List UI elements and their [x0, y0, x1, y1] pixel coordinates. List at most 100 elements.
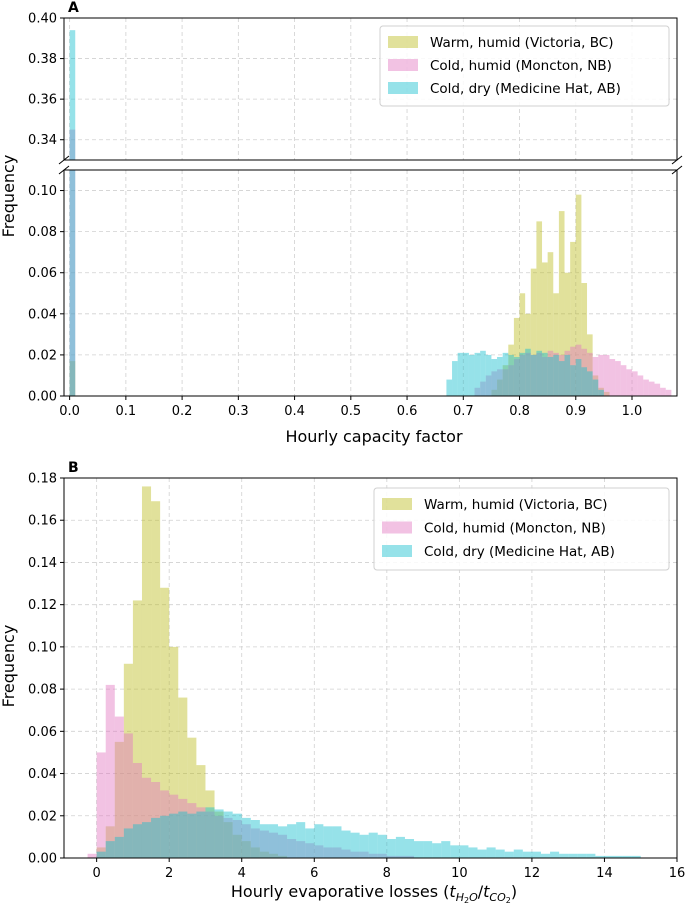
x-tick-label: 16 — [669, 866, 685, 881]
bar-b-1-33 — [386, 855, 396, 858]
bar-b-2-7 — [160, 815, 170, 858]
bar-b-1-9 — [169, 794, 179, 858]
bar-a-2-26 — [592, 379, 599, 396]
bar-a-1-8 — [519, 354, 526, 396]
panel-b-bars — [87, 486, 641, 858]
bar-a-1-4 — [497, 369, 503, 396]
bar-b-2-29 — [359, 834, 369, 858]
x-tick-label: 2 — [165, 866, 173, 881]
bar-a-1-22 — [598, 354, 604, 396]
bar-b-0-9 — [178, 697, 188, 858]
bar-b-0-18 — [259, 851, 269, 858]
bar-b-2-6 — [151, 817, 161, 858]
bar-b-2-15 — [232, 813, 242, 858]
panel-b-x-ticks: 0 2 4 6 8 10 12 14 16 — [93, 858, 685, 881]
x-tick-label: 0.2 — [172, 404, 193, 419]
bar-a-2-17 — [542, 352, 548, 396]
x-tick-label: 12 — [524, 866, 541, 881]
bar-b-1-21 — [278, 834, 288, 858]
bar-a-1-17 — [570, 346, 576, 396]
bar-b-1-7 — [151, 782, 161, 858]
bar-b-2-53 — [577, 853, 587, 858]
bar-b-2-45 — [504, 851, 514, 858]
bar-a-0-19 — [598, 387, 604, 396]
bar-b-0-5 — [141, 486, 152, 858]
bar-b-1-26 — [323, 847, 333, 858]
bar-a-1-25 — [615, 361, 621, 396]
bar-b-2-20 — [278, 826, 288, 858]
bar-a-1-27 — [626, 369, 633, 396]
panel-b-letter: B — [68, 460, 79, 476]
bar-a-2-12 — [513, 356, 520, 396]
bar-b-2-8 — [169, 813, 179, 858]
bar-a-2-0 — [446, 379, 453, 396]
bar-a-1-12 — [542, 356, 548, 396]
bar-zero-upper-2 — [69, 30, 76, 160]
bar-b-2-3 — [123, 828, 133, 858]
panel-b-y-ticks: 0.00 0.02 0.04 0.06 0.08 0.10 0.12 0.14 0.16 0.18 — [28, 472, 64, 867]
bar-a-0-13 — [564, 272, 571, 396]
bar-b-1-5 — [132, 763, 142, 858]
bar-b-1-35 — [404, 855, 415, 858]
bar-a-1-0 — [474, 387, 481, 396]
break-mark — [58, 165, 70, 175]
bar-b-1-29 — [350, 851, 360, 858]
bar-b-1-32 — [377, 853, 387, 858]
bar-a-1-3 — [491, 371, 498, 396]
panel-a-lower-grid — [64, 170, 677, 397]
x-tick-label: 0.9 — [565, 404, 586, 419]
bar-a-2-14 — [525, 348, 531, 396]
bar-b-0-7 — [160, 587, 170, 858]
panel-a-x-axis-label: Hourly capacity factor — [285, 427, 462, 446]
x-tick-label: 6 — [310, 866, 318, 881]
bar-a-0-4 — [513, 317, 520, 396]
bar-b-0-3 — [123, 663, 133, 858]
x-tick-label: 0.6 — [397, 404, 418, 419]
bar-a-1-29 — [637, 375, 644, 396]
bar-a-2-20 — [558, 361, 565, 396]
bar-b-2-26 — [332, 826, 342, 858]
bar-a-0-5 — [519, 293, 526, 396]
bar-b-2-39 — [450, 845, 460, 858]
bar-a-0-11 — [553, 293, 559, 396]
bar-a-1-9 — [525, 352, 531, 396]
bar-a-2-5 — [474, 352, 481, 396]
bar-b-2-21 — [287, 824, 297, 858]
bar-b-1-19 — [259, 830, 269, 858]
bar-a-1-14 — [553, 352, 559, 396]
bar-a-1-5 — [502, 369, 509, 396]
y-tick-label: 0.08 — [28, 225, 57, 240]
bar-b-1-0 — [87, 853, 97, 858]
panel-b-frame — [63, 477, 678, 859]
bar-a-1-30 — [643, 379, 649, 396]
y-tick-label: 0.10 — [28, 184, 57, 199]
bar-a-1-32 — [654, 383, 661, 396]
x-tick-label: 0.5 — [340, 404, 361, 419]
bar-a-0-8 — [536, 221, 543, 396]
panel-a-bars — [69, 30, 672, 396]
bar-b-1-22 — [287, 839, 297, 858]
bar-b-1-28 — [341, 849, 351, 858]
bar-b-2-5 — [141, 822, 152, 858]
x-tick-label: 0.7 — [453, 404, 474, 419]
x-tick-label: 8 — [383, 866, 391, 881]
panel-a-y-ticks-lower: 0.00 0.02 0.04 0.06 0.08 0.10 — [28, 184, 64, 405]
bar-b-2-14 — [223, 811, 233, 858]
bar-a-2-8 — [491, 359, 498, 396]
bar-b-0-17 — [250, 847, 260, 858]
bar-a-0-20 — [603, 391, 610, 396]
bar-b-2-56 — [604, 855, 614, 858]
bar-b-2-47 — [522, 851, 532, 858]
y-tick-label: 0.04 — [28, 307, 57, 322]
bar-a-0-3 — [508, 344, 514, 396]
bar-b-2-12 — [205, 807, 215, 858]
bar-a-1-15 — [558, 354, 565, 396]
bar-a-1-7 — [513, 359, 520, 396]
y-tick-label: 0.18 — [28, 472, 57, 487]
bar-b-1-10 — [178, 798, 188, 858]
y-tick-label: 0.12 — [28, 598, 57, 613]
bar-b-2-22 — [296, 822, 306, 858]
break-mark — [58, 155, 70, 165]
bar-a-0-7 — [530, 268, 537, 396]
bar-a-1-26 — [620, 365, 627, 396]
